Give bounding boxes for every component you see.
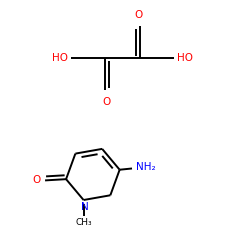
Text: HO: HO [52, 53, 68, 63]
Text: O: O [32, 176, 40, 186]
Text: N: N [81, 202, 89, 212]
Text: O: O [134, 10, 143, 20]
Text: CH₃: CH₃ [75, 218, 92, 227]
Text: NH₂: NH₂ [136, 162, 155, 172]
Text: O: O [102, 96, 110, 106]
Text: HO: HO [177, 53, 193, 63]
